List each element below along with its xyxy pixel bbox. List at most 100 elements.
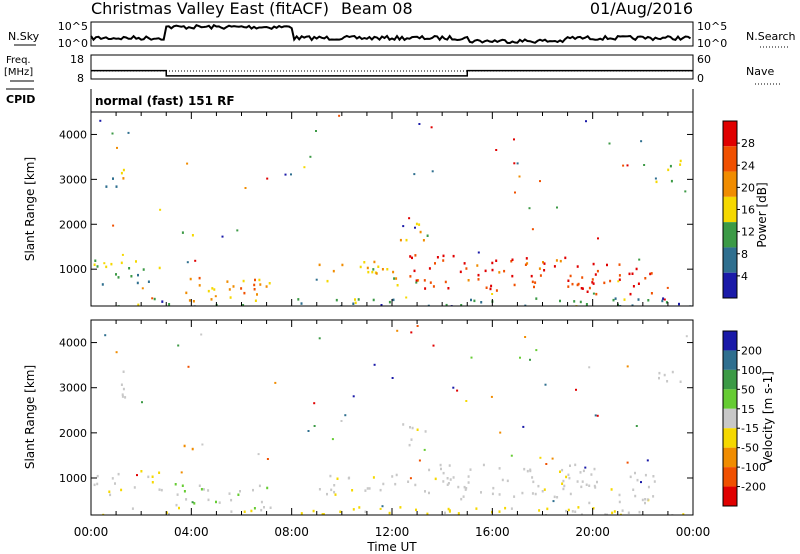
- scatter-cell: [588, 286, 591, 290]
- scatter-cell: [174, 483, 177, 486]
- scatter-cell: [585, 120, 587, 123]
- scatter-cell: [141, 287, 144, 290]
- scatter-cell: [480, 491, 482, 494]
- scatter-cell: [448, 509, 451, 512]
- scatter-cell: [580, 287, 583, 290]
- scatter-cell: [543, 269, 546, 272]
- scatter-cell: [670, 179, 673, 183]
- colorbar-tick-label: 4: [741, 270, 748, 283]
- scatter-cell: [109, 493, 112, 497]
- x-tick-label: 20:00: [575, 525, 610, 539]
- scatter-cell: [96, 482, 99, 486]
- colorbar-segment: [723, 196, 737, 223]
- scatter-cell: [661, 299, 664, 303]
- scatter-cell: [459, 270, 462, 274]
- colorbar-segment: [723, 272, 737, 298]
- chart-title: Christmas Valley East (fitACF): [91, 0, 329, 18]
- scatter-cell: [377, 265, 380, 268]
- scatter-cell: [595, 292, 598, 296]
- colorbar-tick-label: 100: [741, 364, 762, 377]
- scatter-cell: [665, 301, 668, 304]
- scatter-cell: [573, 300, 576, 303]
- scatter-cell: [684, 190, 687, 193]
- scatter-cell: [358, 506, 361, 509]
- scatter-cell: [467, 481, 470, 484]
- scatter-cell: [522, 425, 525, 428]
- scatter-cell: [592, 292, 595, 295]
- scatter-cell: [569, 492, 572, 496]
- scatter-cell: [213, 288, 216, 291]
- scatter-cell: [120, 383, 123, 386]
- scatter-cell: [405, 238, 408, 242]
- scatter-cell: [623, 298, 626, 301]
- scatter-cell: [618, 493, 621, 497]
- scatter-cell: [581, 287, 584, 290]
- colorbar-tick-label: 20: [741, 181, 755, 194]
- scatter-cell: [347, 477, 350, 480]
- x-axis-label: Time UT: [366, 540, 417, 554]
- scatter-cell: [447, 507, 450, 511]
- scatter-cell: [637, 282, 640, 285]
- scatter-cell: [399, 238, 402, 242]
- scatter-cell: [556, 496, 559, 499]
- scatter-cell: [467, 475, 470, 478]
- scatter-cell: [137, 303, 140, 306]
- scatter-cell: [372, 298, 375, 302]
- scatter-cell: [256, 293, 258, 296]
- scatter-cell: [596, 269, 599, 273]
- scatter-cell: [518, 175, 521, 178]
- scatter-cell: [521, 491, 524, 495]
- scatter-cell: [469, 468, 472, 471]
- scatter-cell: [351, 489, 354, 492]
- scatter-cell: [258, 278, 261, 282]
- scatter-cell: [484, 269, 487, 273]
- y-tick-label: 3000: [59, 382, 87, 395]
- scatter-cell: [395, 473, 398, 477]
- scatter-cell: [608, 142, 611, 145]
- scatter-cell: [439, 463, 442, 467]
- noise-trace: [90, 23, 692, 45]
- scatter-cell: [628, 272, 631, 276]
- x-tick-label: 00:00: [676, 525, 711, 539]
- scatter-cell: [122, 177, 125, 180]
- scatter-cell: [193, 502, 196, 505]
- scatter-cell: [539, 456, 542, 459]
- scatter-cell: [181, 484, 184, 487]
- scatter-cell: [430, 126, 433, 129]
- scatter-cell: [440, 467, 442, 471]
- scatter-cell: [588, 366, 591, 369]
- scatter-cell: [218, 501, 221, 504]
- scatter-cell: [529, 469, 532, 473]
- scatter-cell: [495, 259, 498, 262]
- scatter-cell: [334, 493, 337, 496]
- scatter-cell: [120, 261, 123, 265]
- scatter-cell: [186, 162, 189, 165]
- scatter-cell: [498, 493, 501, 496]
- scatter-cell: [260, 508, 263, 512]
- scatter-cell: [151, 475, 154, 478]
- scatter-cell: [452, 476, 455, 479]
- scatter-cell: [524, 263, 527, 266]
- scatter-cell: [594, 414, 597, 417]
- scatter-cell: [257, 453, 260, 456]
- scatter-cell: [577, 282, 580, 286]
- scatter-cell: [258, 484, 261, 488]
- scatter-cell: [409, 426, 411, 429]
- scatter-cell: [405, 296, 408, 299]
- y-tick-label: 2000: [59, 218, 87, 231]
- scatter-cell: [135, 260, 137, 263]
- colorbar-tick-label: -15: [741, 422, 759, 435]
- scatter-cell: [117, 276, 120, 279]
- scatter-cell: [576, 265, 579, 268]
- scatter-cell: [629, 475, 632, 479]
- scatter-cell: [338, 114, 341, 117]
- colorbar-tick-label: -200: [741, 481, 766, 494]
- power-colorbar: 28 24 20 16 12 8 4: [722, 120, 755, 299]
- scatter-cell: [465, 267, 468, 270]
- scatter-cell: [477, 251, 480, 254]
- scatter-cell: [611, 511, 614, 515]
- scatter-cell: [414, 483, 417, 487]
- scatter-cell: [375, 272, 378, 275]
- scatter-cell: [409, 275, 412, 278]
